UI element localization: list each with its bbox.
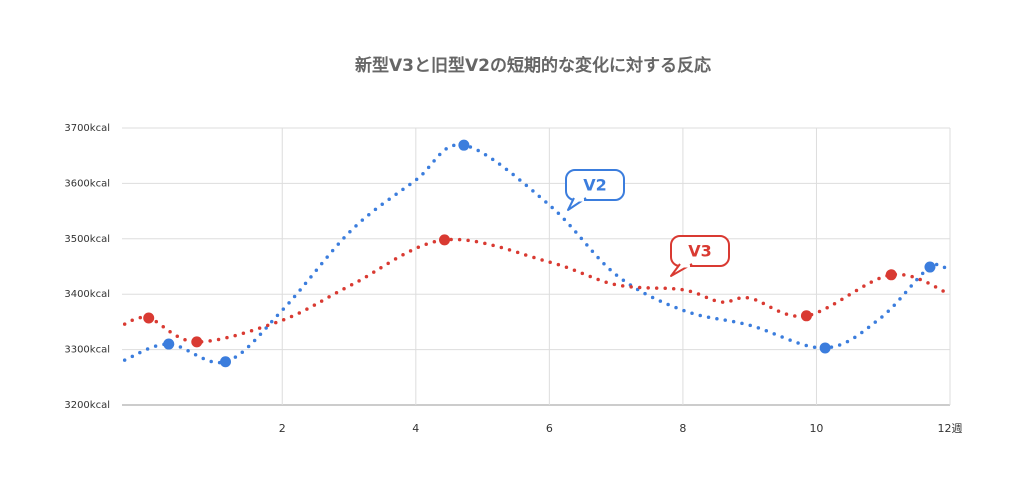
callout-box xyxy=(565,169,625,201)
data-point xyxy=(220,356,231,368)
y-tick-label: 3700kcal xyxy=(64,123,110,134)
data-line xyxy=(122,237,952,344)
callout-box xyxy=(670,235,730,267)
data-point xyxy=(885,269,897,281)
data-point xyxy=(191,336,203,348)
legend-label: V2 xyxy=(583,176,607,195)
y-tick-label: 3400kcal xyxy=(64,289,110,300)
x-tick-label: 4 xyxy=(412,422,419,435)
data-point xyxy=(924,261,936,273)
x-tick-label: 10 xyxy=(809,422,823,435)
x-tick-label: 6 xyxy=(546,422,553,435)
y-tick-label: 3200kcal xyxy=(64,400,110,411)
data-point xyxy=(800,310,812,322)
y-tick-label: 3600kcal xyxy=(64,178,110,189)
x-tick-label: 12週 xyxy=(938,422,963,435)
x-tick-label: 2 xyxy=(279,422,286,435)
chart-title: 新型V3と旧型V2の短期的な変化に対する反応 xyxy=(355,55,711,76)
x-tick-label: 8 xyxy=(679,422,686,435)
data-point xyxy=(439,234,451,246)
y-tick-label: 3500kcal xyxy=(64,234,110,245)
legend-label: V3 xyxy=(688,242,712,261)
data-point xyxy=(458,139,470,151)
legend-callout: V3 xyxy=(670,235,730,277)
data-line xyxy=(122,143,952,365)
data-point xyxy=(819,342,831,354)
data-point xyxy=(163,338,175,350)
legend-callout: V2 xyxy=(565,169,625,211)
data-point xyxy=(143,312,155,324)
y-tick-label: 3300kcal xyxy=(64,345,110,356)
